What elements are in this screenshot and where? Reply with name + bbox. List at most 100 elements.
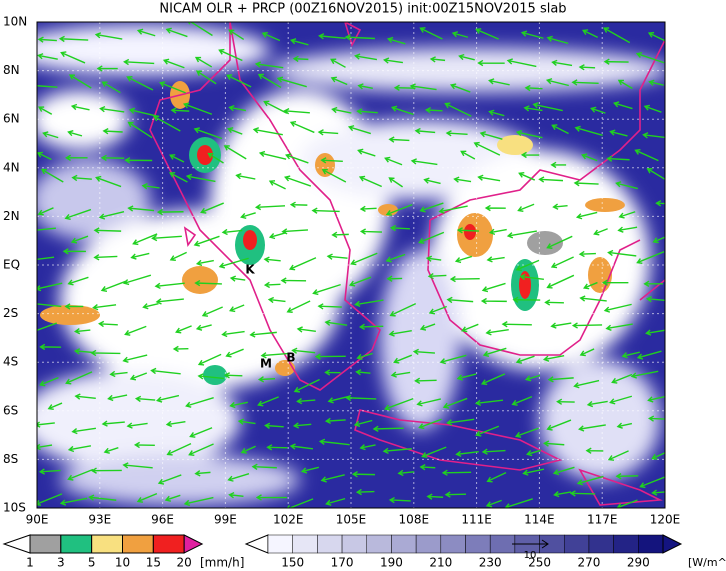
wind-arrow xyxy=(94,32,123,40)
wind-arrow xyxy=(73,327,91,335)
wind-arrow xyxy=(356,352,373,360)
wind-arrow xyxy=(286,300,311,313)
wind-arrow xyxy=(133,441,155,449)
wind-arrow xyxy=(65,371,93,385)
wind-arrow xyxy=(386,275,403,282)
wind-arrow xyxy=(551,59,573,67)
wind-arrow xyxy=(266,444,288,451)
precip-scale-label: 10 xyxy=(115,556,130,570)
wind-arrow xyxy=(547,376,574,383)
wind-arrow xyxy=(223,145,247,160)
wind-arrow xyxy=(444,102,472,117)
lat-label: 2N xyxy=(3,209,20,223)
wind-arrow xyxy=(441,469,472,476)
wind-arrow xyxy=(67,445,92,453)
wind-arrow xyxy=(291,347,316,354)
wind-arrow xyxy=(159,81,186,94)
wind-arrow xyxy=(358,323,384,331)
wind-arrow xyxy=(538,176,564,183)
wind-arrow xyxy=(101,420,125,427)
wind-arrow xyxy=(605,323,633,331)
wind-arrow xyxy=(651,489,665,496)
wind-arrow xyxy=(300,466,320,474)
wind-arrow xyxy=(427,272,447,280)
wind-arrow xyxy=(64,303,84,310)
colorbar-box xyxy=(91,534,123,554)
wind-arrow xyxy=(484,204,506,212)
grid xyxy=(37,22,665,508)
wind-arrow xyxy=(185,173,216,183)
lat-label: 8N xyxy=(3,63,20,77)
wind-arrow xyxy=(643,104,662,113)
lon-label: 108E xyxy=(399,513,430,527)
wind-arrow xyxy=(289,443,314,450)
wind-arrow xyxy=(474,399,504,407)
wind-arrow xyxy=(475,28,499,40)
wind-arrow xyxy=(249,331,277,338)
wind-arrow xyxy=(93,254,118,261)
wind-arrow xyxy=(606,155,630,162)
wind-arrow xyxy=(37,256,55,262)
wind-arrow xyxy=(384,156,403,166)
wind-arrow xyxy=(454,255,473,264)
wind-arrow xyxy=(651,452,665,460)
wind-arrow xyxy=(261,31,281,42)
wind-arrow xyxy=(264,422,284,429)
wind-arrow xyxy=(229,401,248,409)
wind-vectors xyxy=(37,22,665,508)
wind-arrow xyxy=(263,256,281,263)
wind-arrow xyxy=(481,448,506,455)
wind-arrow xyxy=(384,397,414,411)
wind-arrow xyxy=(345,394,377,402)
wind-arrow xyxy=(165,420,186,428)
wind-arrow xyxy=(546,35,569,45)
wind-arrow xyxy=(397,469,415,477)
wind-arrow xyxy=(99,106,125,113)
wind-arrow xyxy=(165,27,188,38)
wind-arrow xyxy=(122,462,153,469)
colorbar-box xyxy=(415,534,442,554)
wind-arrow xyxy=(618,211,636,219)
wind-arrow xyxy=(37,421,55,428)
wind-arrow xyxy=(292,55,309,63)
wind-arrow xyxy=(607,450,629,461)
wind-arrow xyxy=(126,422,148,429)
wind-arrow xyxy=(109,370,128,378)
wind-arrow xyxy=(221,228,243,236)
wind-arrow xyxy=(388,136,410,143)
wind-arrow xyxy=(330,58,346,68)
wind-arrow xyxy=(388,329,412,337)
wind-arrow xyxy=(254,203,286,211)
wind-arrow xyxy=(70,103,90,111)
wind-arrow xyxy=(356,108,378,115)
wind-arrow xyxy=(388,496,411,504)
lat-label: 6N xyxy=(3,112,20,126)
wind-arrow xyxy=(251,463,277,471)
wind-arrow xyxy=(446,418,475,426)
wind-arrow xyxy=(288,257,317,271)
vector-reference-label: 10 xyxy=(524,550,537,561)
wind-arrow xyxy=(550,256,574,269)
olr-unit: [W/m^2] xyxy=(688,556,726,569)
wind-arrow xyxy=(414,377,437,384)
wind-arrow xyxy=(412,348,435,356)
precip-scale-label: 3 xyxy=(57,556,65,570)
wind-arrow xyxy=(194,470,211,477)
wind-arrow xyxy=(617,79,633,90)
wind-arrow xyxy=(228,492,244,499)
wind-arrow xyxy=(524,84,543,92)
wind-arrow xyxy=(39,376,59,387)
wind-arrow xyxy=(156,208,184,216)
wind-arrow xyxy=(311,207,340,214)
precip-scale-label: 20 xyxy=(177,556,192,570)
wind-arrow xyxy=(583,281,598,290)
lon-label: 117E xyxy=(587,513,618,527)
wind-arrow xyxy=(314,353,346,360)
wind-arrow xyxy=(195,259,214,267)
wind-arrow xyxy=(446,296,474,304)
wind-arrow xyxy=(546,235,573,249)
wind-arrow xyxy=(68,74,92,89)
wind-arrow xyxy=(200,202,224,214)
wind-arrow xyxy=(67,468,94,481)
